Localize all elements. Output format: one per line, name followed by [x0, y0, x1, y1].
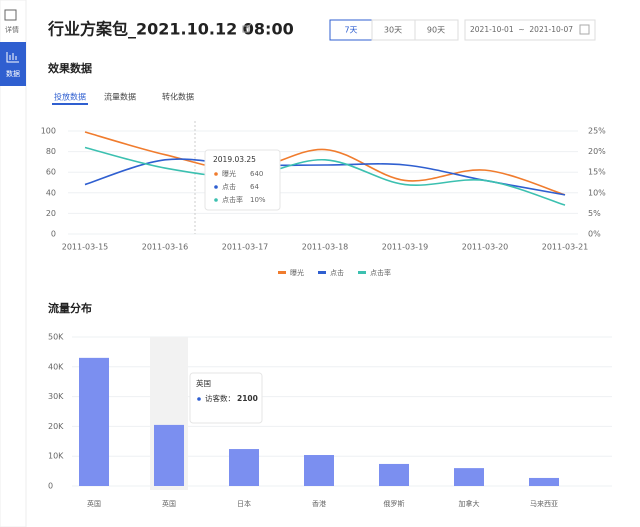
y-tick-label: 20	[46, 209, 56, 218]
legend-label: 曝光	[290, 268, 304, 277]
legend-label: 点击	[330, 268, 344, 277]
calendar-icon	[579, 24, 590, 35]
line-series	[84, 131, 566, 196]
bar	[154, 424, 184, 486]
legend-label: 点击率	[370, 268, 391, 277]
legend-swatch	[318, 271, 326, 274]
tooltip-title: 2019.03.25	[213, 155, 256, 164]
tooltip-value: 64	[250, 183, 259, 191]
x-tick-label: 日本	[237, 499, 251, 508]
y-tick-label: 40K	[48, 362, 64, 371]
x-tick-label: 俄罗斯	[384, 499, 405, 508]
tooltip-value: 10%	[250, 196, 266, 204]
y-tick-label: 80	[46, 147, 56, 156]
legend-swatch	[278, 271, 286, 274]
tooltip	[189, 372, 263, 424]
bar	[79, 357, 109, 486]
x-tick-label: 马来西亚	[530, 500, 558, 508]
edit-icon[interactable]	[242, 23, 252, 33]
tooltip	[204, 149, 281, 211]
sidebar	[0, 0, 27, 527]
x-tick-label: 英国	[87, 499, 101, 508]
y-tick-label: 60	[46, 168, 56, 177]
y2-tick-label: 25%	[588, 127, 606, 136]
tooltip-value: 2100	[237, 394, 258, 403]
range-label[interactable]: 30天	[384, 26, 402, 35]
y2-tick-label: 20%	[588, 147, 606, 156]
tab[interactable]: 流量数据	[104, 92, 136, 102]
tooltip-name: 访客数：	[205, 393, 235, 403]
x-tick-label: 2011-03-17	[222, 243, 269, 252]
x-tick-label: 加拿大	[459, 499, 480, 508]
tooltip-value: 640	[250, 170, 263, 178]
tooltip-dot	[214, 185, 218, 189]
tooltip-name: 点击	[222, 182, 236, 191]
section-title: 效果数据	[48, 61, 92, 75]
range-label[interactable]: 7天	[344, 26, 357, 35]
bar	[454, 468, 484, 486]
x-tick-label: 2011-03-15	[62, 243, 109, 252]
bar	[304, 455, 334, 486]
bar	[229, 449, 259, 486]
line-series	[84, 158, 566, 196]
y2-tick-label: 5%	[588, 209, 601, 218]
x-tick-label: 2011-03-16	[142, 243, 189, 252]
y-tick-label: 50K	[48, 333, 64, 342]
y2-tick-label: 0%	[588, 230, 601, 239]
sidebar-item[interactable]: 详情	[5, 25, 19, 34]
bar	[529, 477, 559, 486]
y-tick-label: 0	[48, 482, 53, 491]
date-range[interactable]: 2021-10-01 ~ 2021-10-07	[470, 25, 573, 34]
data-icon	[6, 52, 19, 63]
y-tick-label: 100	[41, 127, 56, 136]
y-tick-label: 10K	[48, 452, 64, 461]
sidebar-item[interactable]: 数据	[6, 69, 20, 78]
x-tick-label: 2011-03-19	[382, 243, 429, 252]
page-title: 行业方案包_2021.10.12 08:00	[47, 20, 294, 39]
tooltip-dot	[214, 172, 218, 176]
x-tick-label: 香港	[312, 499, 326, 508]
range-label[interactable]: 90天	[427, 26, 445, 35]
y-tick-label: 20K	[48, 422, 64, 431]
y-tick-label: 30K	[48, 392, 64, 401]
x-tick-label: 2011-03-20	[462, 243, 509, 252]
tooltip-dot	[214, 198, 218, 202]
date-picker[interactable]	[464, 19, 596, 41]
y2-tick-label: 10%	[588, 188, 606, 197]
tab[interactable]: 转化数据	[162, 92, 194, 102]
tooltip-name: 曝光	[222, 169, 236, 178]
y-tick-label: 40	[46, 188, 56, 197]
detail-icon[interactable]	[4, 9, 17, 21]
x-tick-label: 英国	[162, 499, 176, 508]
legend-swatch	[358, 271, 366, 274]
x-tick-label: 2011-03-21	[542, 243, 589, 252]
bar	[379, 463, 409, 486]
tooltip-title: 英国	[196, 378, 211, 388]
x-tick-label: 2011-03-18	[302, 243, 349, 252]
y-tick-label: 0	[51, 230, 56, 239]
range-button[interactable]	[414, 19, 459, 41]
line-series	[84, 146, 566, 206]
tooltip-name: 点击率	[222, 195, 243, 204]
section-title: 流量分布	[48, 301, 92, 315]
sidebar-active[interactable]	[0, 42, 26, 86]
tooltip-dot	[197, 397, 201, 401]
y2-tick-label: 15%	[588, 168, 606, 177]
tab[interactable]: 投放数据	[54, 92, 86, 102]
